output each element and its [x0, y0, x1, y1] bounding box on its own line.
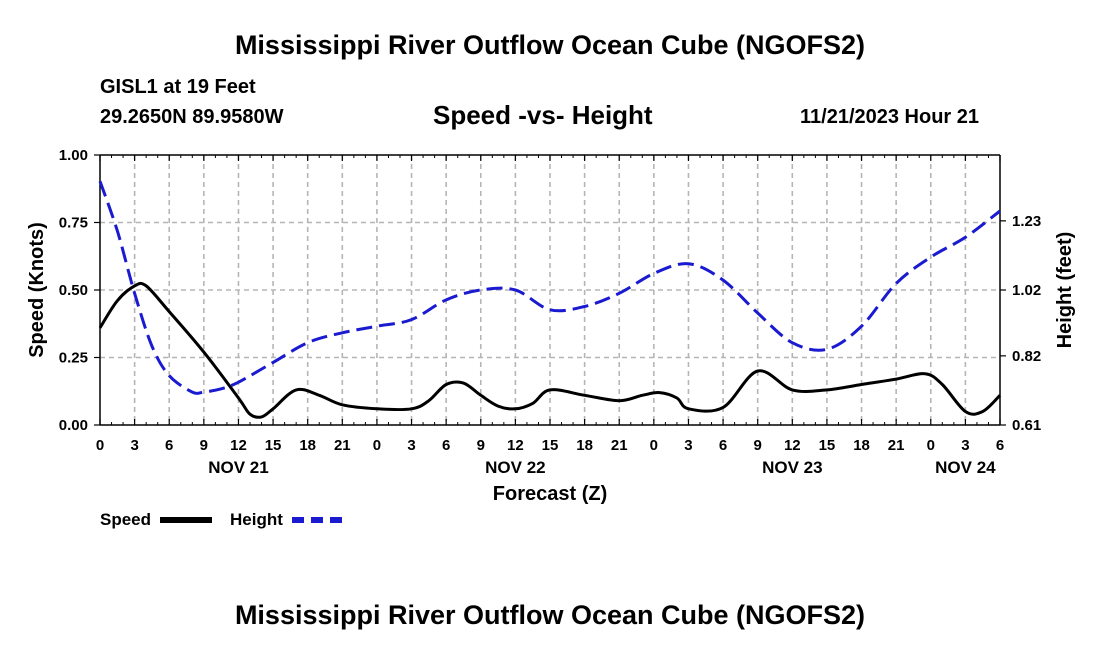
- y2-tick-label: 1.02: [1012, 282, 1041, 299]
- date-label: NOV 23: [762, 458, 822, 477]
- x-tick-label: 0: [650, 437, 658, 454]
- y-tick-label: 0.25: [59, 350, 88, 367]
- series-line-speed: [98, 281, 1002, 419]
- x-tick-label: 3: [684, 437, 692, 454]
- x-tick-label: 12: [507, 437, 524, 454]
- x-tick-label: 15: [819, 437, 836, 454]
- y-tick-label: 0.00: [59, 417, 88, 434]
- page-title-repeat: Mississippi River Outflow Ocean Cube (NG…: [234, 600, 866, 630]
- page-title: Mississippi River Outflow Ocean Cube (NG…: [234, 30, 866, 60]
- legend-height-line: [292, 517, 342, 523]
- x-tick-label: 6: [719, 437, 727, 454]
- x-tick-label: 0: [373, 437, 381, 454]
- x-tick-label: 9: [200, 437, 208, 454]
- x-tick-label: 12: [784, 437, 801, 454]
- y-tick-label: 1.00: [59, 147, 88, 164]
- x-tick-label: 6: [442, 437, 450, 454]
- y2-tick-label: 1.23: [1012, 213, 1041, 230]
- legend-speed-line: [160, 517, 212, 523]
- x-tick-label: 21: [888, 437, 905, 454]
- legend-speed-label: Speed: [100, 510, 152, 529]
- x-tick-label: 9: [477, 437, 485, 454]
- x-tick-label: 0: [927, 437, 935, 454]
- station-name: GISL1 at 19 Feet: [100, 76, 256, 98]
- y2-axis-label: Height (feet): [1054, 232, 1076, 349]
- x-tick-label: 15: [265, 437, 282, 454]
- x-tick-label: 6: [165, 437, 173, 454]
- chart-title: Speed -vs- Height: [433, 100, 653, 130]
- x-tick-label: 3: [407, 437, 415, 454]
- x-tick-label: 21: [611, 437, 628, 454]
- x-tick-label: 3: [130, 437, 138, 454]
- x-tick-label: 18: [299, 437, 316, 454]
- legend-height-label: Height: [230, 510, 283, 529]
- x-tick-label: 9: [754, 437, 762, 454]
- forecast-timestamp: 11/21/2023 Hour 21: [800, 106, 980, 128]
- x-tick-label: 6: [996, 437, 1004, 454]
- y-axis-label: Speed (Knots): [26, 222, 48, 358]
- y-tick-label: 0.75: [59, 215, 88, 232]
- x-tick-label: 0: [96, 437, 104, 454]
- x-tick-label: 12: [230, 437, 247, 454]
- x-axis-label: Forecast (Z): [493, 483, 607, 505]
- date-label: NOV 21: [208, 458, 268, 477]
- speed-height-chart: 0 3 6 9 12 15 18 21 0 3 6 9 12 15 18 21 0 3 6 9 12 15 18 21 0 3 6N…: [26, 147, 1076, 505]
- station-coords: 29.2650N 89.9580W: [100, 106, 284, 128]
- x-tick-label: 18: [576, 437, 593, 454]
- x-tick-label: 15: [542, 437, 559, 454]
- y-tick-label: 0.50: [59, 282, 88, 299]
- y2-tick-label: 0.82: [1012, 348, 1041, 365]
- x-tick-label: 3: [961, 437, 969, 454]
- y2-tick-label: 0.61: [1012, 417, 1041, 434]
- date-label: NOV 24: [935, 458, 996, 477]
- x-tick-label: 18: [853, 437, 870, 454]
- x-tick-label: 21: [334, 437, 351, 454]
- series-line-height: [98, 180, 1001, 395]
- date-label: NOV 22: [485, 458, 545, 477]
